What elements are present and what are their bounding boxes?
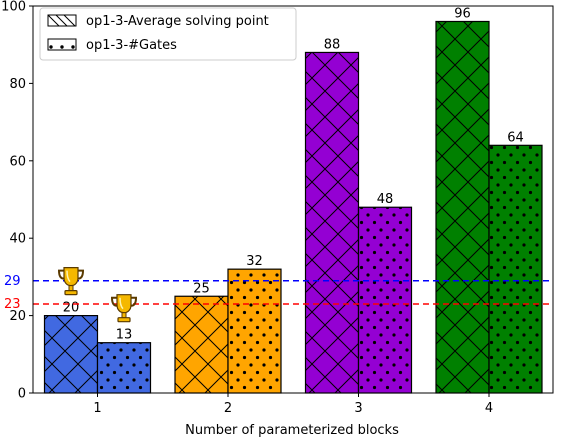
x-tick-label: 4 (485, 401, 493, 416)
reference-lines: 29 23 (4, 274, 553, 312)
bar-value-label: 48 (377, 192, 394, 207)
bar (174, 295, 229, 394)
bar (43, 315, 99, 394)
legend-swatch-dots (47, 38, 77, 51)
y-tick-label: 40 (9, 232, 26, 247)
bar (227, 268, 282, 394)
bar-value-label: 13 (116, 328, 133, 343)
bar-value-label: 25 (193, 281, 210, 296)
legend-swatch-dot (49, 45, 53, 49)
legend: op1-3-Average solving point op1-3-#Gates (39, 7, 297, 61)
bar (304, 51, 360, 394)
y-tick-label: 60 (9, 154, 26, 169)
legend-label-series-1: op1-3-Average solving point (86, 14, 269, 29)
y-tick-label: 100 (1, 0, 26, 15)
bar-value-label: 32 (246, 254, 263, 269)
plot-frame (32, 5, 554, 394)
bar (96, 342, 152, 394)
legend-swatch-dot (60, 45, 64, 49)
reference-line-label: 29 (4, 274, 21, 289)
y-tick-label: 80 (9, 77, 26, 92)
bar-value-label: 20 (63, 301, 80, 316)
x-tick-label: 2 (224, 401, 232, 416)
bars-group: 20 25 88 96 13 32 48 64 (43, 6, 543, 394)
x-tick-label: 1 (93, 401, 101, 416)
legend-label-series-2: op1-3-#Gates (86, 38, 177, 53)
bar-value-label: 96 (454, 6, 471, 21)
y-tick-label: 0 (18, 387, 26, 402)
bar (357, 206, 413, 394)
reference-line-label: 23 (4, 297, 21, 312)
bar-value-label: 64 (507, 130, 524, 145)
y-tick-label: 20 (9, 309, 26, 324)
legend-swatch-crosshatch-hatch (47, 14, 76, 27)
legend-swatch-dot (71, 45, 75, 49)
bar-value-label: 88 (324, 37, 341, 52)
bar (435, 20, 490, 394)
x-tick-label: 3 (354, 401, 362, 416)
bar (488, 144, 543, 394)
x-axis-label: Number of parameterized blocks (185, 423, 399, 438)
legend-frame (39, 7, 297, 61)
